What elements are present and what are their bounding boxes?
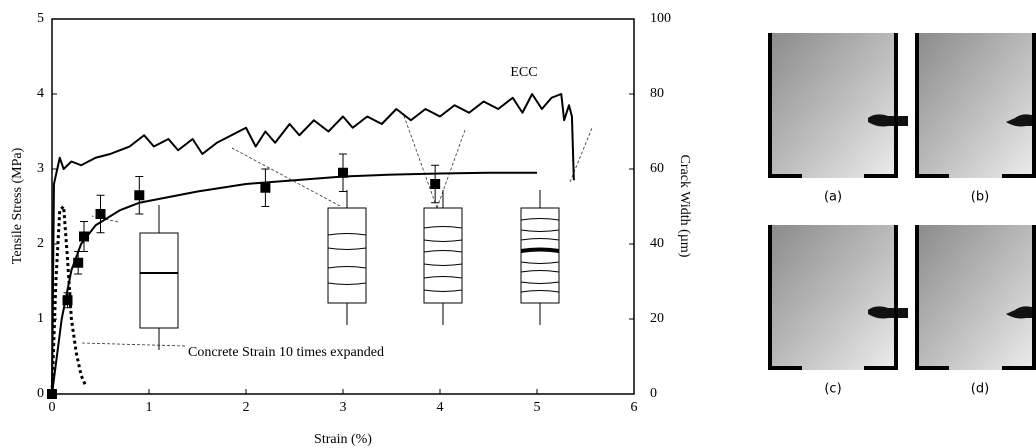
y-tick-label: 0	[37, 386, 44, 401]
photo	[768, 33, 898, 178]
y2-tick-label: 40	[650, 236, 664, 251]
x-axis-label: Strain (%)	[314, 432, 372, 447]
data-line	[50, 205, 88, 395]
y2-axis-label: Crack Width (µm)	[677, 155, 692, 258]
crack-blob	[1006, 114, 1036, 127]
y-tick-label: 1	[37, 311, 44, 326]
y-tick-label: 3	[37, 161, 44, 176]
data-line	[51, 93, 575, 395]
y2-tick-label: 60	[650, 161, 664, 176]
photo-panels: (a) (b) (c) (d)	[768, 33, 1036, 397]
marker	[79, 231, 90, 242]
marker	[47, 389, 57, 399]
annotation: ECC	[510, 65, 537, 80]
x-tick-label: 6	[631, 400, 638, 415]
photo	[768, 225, 898, 370]
y-tick-label: 4	[37, 86, 44, 101]
panel-label: (a)	[824, 190, 842, 205]
y2-tick-label: 100	[650, 11, 671, 26]
bracket	[768, 33, 898, 178]
panel-label: (b)	[971, 190, 989, 205]
marker	[260, 182, 271, 193]
panel-label: (d)	[971, 382, 989, 397]
y-tick-label: 5	[37, 11, 44, 26]
data-line	[51, 171, 537, 395]
x-tick-label: 1	[146, 400, 153, 415]
y2-tick-label: 0	[650, 386, 657, 401]
marker	[430, 179, 441, 189]
x-tick-label: 4	[437, 400, 444, 415]
marker	[95, 209, 106, 219]
crack-blob	[1006, 306, 1036, 319]
marker	[134, 190, 145, 201]
crack-blob	[868, 306, 908, 319]
bracket	[915, 225, 1036, 370]
specimen-sketches	[139, 190, 560, 350]
y-tick-label: 2	[37, 236, 44, 251]
y2-tick-label: 80	[650, 86, 664, 101]
chart: Strain (%) Tensile Stress (MPa) Crack Wi…	[10, 11, 692, 447]
marker	[62, 295, 73, 306]
photo	[915, 225, 1036, 370]
annotation: Concrete Strain 10 times expanded	[188, 345, 384, 360]
x-tick-label: 0	[49, 400, 56, 415]
marker	[73, 257, 84, 268]
x-tick-label: 2	[243, 400, 250, 415]
marker	[338, 167, 348, 178]
panel-label: (c)	[824, 382, 841, 397]
y2-tick-label: 20	[650, 311, 664, 326]
bracket	[768, 225, 898, 370]
bracket	[915, 33, 1036, 178]
crack-blob	[868, 114, 908, 127]
x-tick-label: 3	[340, 400, 347, 415]
x-tick-label: 5	[534, 400, 541, 415]
photo	[915, 33, 1036, 178]
y-axis-label: Tensile Stress (MPa)	[10, 147, 25, 264]
